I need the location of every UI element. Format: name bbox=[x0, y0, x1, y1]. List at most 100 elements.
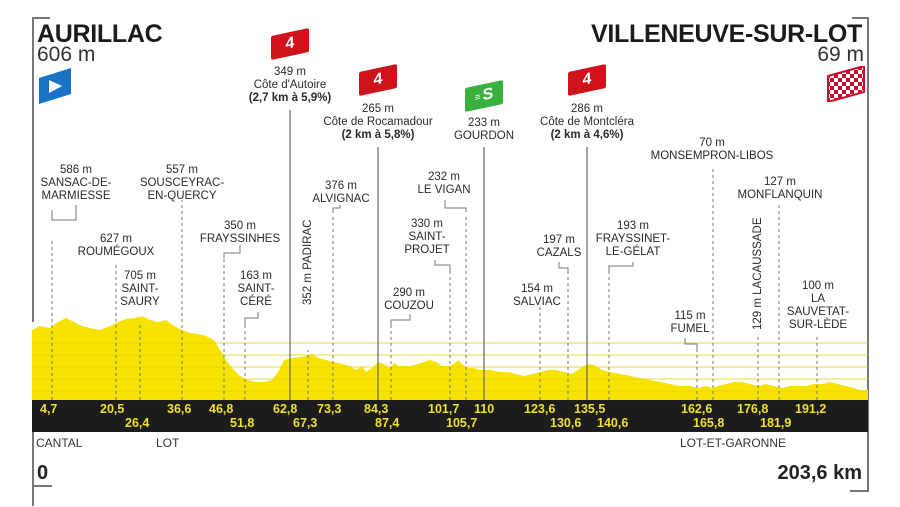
climb-detail: (2 km à 5,8%) bbox=[341, 129, 415, 141]
waypoint-altitude: 163 m bbox=[240, 270, 272, 282]
waypoint-altitude: 127 m bbox=[764, 176, 796, 188]
km-mark: 73,3 bbox=[317, 402, 342, 416]
waypoint-name: MONFLANQUIN bbox=[737, 189, 823, 201]
left-frame-foot bbox=[32, 485, 52, 487]
waypoint-altitude: 705 m bbox=[124, 270, 156, 282]
waypoint-name: SAINT- bbox=[121, 283, 159, 295]
waypoint-name: COUZOU bbox=[384, 300, 434, 312]
km-mark: 105,7 bbox=[446, 416, 478, 430]
sprint-name: GOURDON bbox=[453, 130, 515, 142]
waypoint-altitude: 232 m bbox=[428, 171, 460, 183]
waypoint-altitude: 350 m bbox=[224, 220, 256, 232]
right-frame-top bbox=[852, 17, 868, 19]
checkered-finish-flag-icon bbox=[826, 64, 866, 106]
km-mark: 140,6 bbox=[597, 416, 629, 430]
climb-name: Côte de Rocamadour bbox=[323, 116, 433, 128]
sprint-label: 233 m GOURDON bbox=[454, 117, 514, 143]
climb-altitude: 265 m bbox=[362, 103, 394, 115]
waypoint-altitude: 193 m bbox=[617, 220, 649, 232]
waypoint-altitude: 586 m bbox=[60, 164, 92, 176]
km-mark: 176,8 bbox=[737, 402, 769, 416]
right-frame-foot bbox=[850, 490, 868, 492]
waypoint-label: 705 m SAINT- SAURY bbox=[120, 270, 159, 309]
waypoint-name: SAINT- bbox=[237, 283, 275, 295]
km-mark: 191,2 bbox=[795, 402, 827, 416]
waypoint-altitude: 115 m bbox=[674, 310, 706, 322]
start-altitude: 606 m bbox=[37, 43, 96, 66]
waypoint-label: 232 m LE VIGAN bbox=[417, 171, 470, 197]
waypoint-label: 376 m ALVIGNAC bbox=[312, 180, 369, 206]
km-mark: 110 bbox=[474, 402, 495, 416]
finish-altitude: 69 m bbox=[817, 43, 864, 66]
distance-start: 0 bbox=[37, 462, 49, 484]
km-mark: 46,8 bbox=[209, 402, 234, 416]
climb-label: 265 m Côte de Rocamadour (2 km à 5,8%) bbox=[323, 103, 432, 142]
waypoint-altitude: 100 m bbox=[802, 280, 834, 292]
km-mark: 36,6 bbox=[167, 402, 192, 416]
waypoint-label: 557 m SOUSCEYRAC- EN-QUERCY bbox=[140, 164, 224, 203]
km-mark: 101,7 bbox=[428, 402, 460, 416]
waypoint-name: LA bbox=[810, 293, 826, 305]
waypoint-altitude: 376 m bbox=[325, 180, 357, 192]
waypoint-name: MARMIESSE bbox=[41, 190, 111, 202]
left-frame-top bbox=[32, 17, 50, 19]
km-mark: 67,3 bbox=[293, 416, 318, 430]
waypoint-label: 127 m MONFLANQUIN bbox=[738, 176, 823, 202]
sprint-altitude: 233 m bbox=[468, 117, 500, 129]
waypoint-label: 330 m SAINT- PROJET bbox=[404, 218, 449, 257]
left-frame-line bbox=[32, 17, 34, 322]
distance-end: 203,6 km bbox=[777, 462, 862, 484]
km-mark: 26,4 bbox=[125, 416, 150, 430]
waypoint-label: 627 m ROUMÉGOUX bbox=[78, 233, 155, 259]
climb-altitude: 349 m bbox=[274, 66, 306, 78]
climb-altitude: 286 m bbox=[571, 103, 603, 115]
waypoint-altitude: 70 m bbox=[699, 137, 725, 149]
waypoint-label: 586 m SANSAC-DE- MARMIESSE bbox=[41, 164, 112, 203]
waypoint-name: SAUVETAT- bbox=[786, 306, 850, 318]
waypoint-vertical-label: 129 m LACAUSSADE bbox=[752, 217, 764, 331]
km-mark: 87,4 bbox=[375, 416, 400, 430]
waypoint-name: FUMEL bbox=[670, 323, 710, 335]
waypoint-altitude: 330 m bbox=[411, 218, 443, 230]
waypoint-name: EN-QUERCY bbox=[147, 190, 217, 202]
waypoint-altitude: 290 m bbox=[393, 287, 425, 299]
waypoint-label: 154 m SALVIAC bbox=[513, 283, 561, 309]
km-mark: 51,8 bbox=[230, 416, 255, 430]
start-flag-icon bbox=[37, 68, 73, 108]
km-mark: 123,6 bbox=[524, 402, 556, 416]
waypoint-label: 350 m FRAYSSINHES bbox=[200, 220, 280, 246]
km-mark: 135,5 bbox=[574, 402, 606, 416]
waypoint-label: 290 m COUZOU bbox=[384, 287, 434, 313]
waypoint-name: FRAYSSINHES bbox=[199, 233, 281, 245]
waypoint-name: LE-GÉLAT bbox=[605, 246, 661, 258]
climb-detail: (2,7 km à 5,9%) bbox=[248, 92, 332, 104]
waypoint-name: SOUSCEYRAC- bbox=[139, 177, 225, 189]
region-label: LOT-ET-GARONNE bbox=[680, 436, 787, 450]
km-mark: 62,8 bbox=[273, 402, 298, 416]
waypoint-altitude: 557 m bbox=[166, 164, 198, 176]
region-label: CANTAL bbox=[36, 436, 83, 450]
region-label: LOT bbox=[156, 436, 180, 450]
km-mark: 181,9 bbox=[760, 416, 792, 430]
waypoint-name: ROUMÉGOUX bbox=[77, 246, 155, 258]
km-mark: 130,6 bbox=[550, 416, 582, 430]
waypoint-label: 70 m MONSEMPRON-LIBOS bbox=[651, 137, 774, 163]
waypoint-altitude: 627 m bbox=[100, 233, 132, 245]
waypoint-label: 115 m FUMEL bbox=[671, 310, 710, 336]
waypoint-name: SUR-LÈDE bbox=[788, 319, 848, 331]
waypoint-altitude: 197 m bbox=[543, 234, 575, 246]
finish-city: VILLENEUVE-SUR-LOT bbox=[591, 20, 862, 48]
waypoint-name: SAURY bbox=[120, 296, 160, 308]
climb-detail: (2 km à 4,6%) bbox=[550, 129, 624, 141]
waypoint-name: SAINT- bbox=[408, 231, 446, 243]
climb-name: Côte d'Autoire bbox=[253, 79, 327, 91]
waypoint-name: CAZALS bbox=[536, 247, 582, 259]
km-mark: 165,8 bbox=[693, 416, 725, 430]
waypoint-name: MONSEMPRON-LIBOS bbox=[650, 150, 774, 162]
km-mark: 4,7 bbox=[40, 402, 58, 416]
waypoint-label: 193 m FRAYSSINET- LE-GÉLAT bbox=[596, 220, 671, 259]
waypoint-name: FRAYSSINET- bbox=[595, 233, 671, 245]
waypoint-name: LE VIGAN bbox=[417, 184, 471, 196]
right-frame-line bbox=[867, 17, 869, 492]
